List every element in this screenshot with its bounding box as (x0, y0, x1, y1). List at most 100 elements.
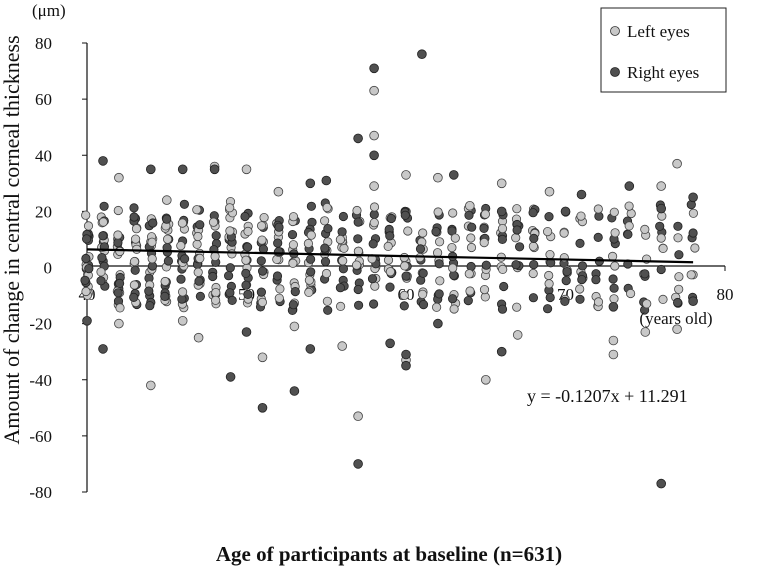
right-eye-point (575, 294, 585, 304)
left-eye-point (512, 204, 522, 214)
left-eye-point (480, 374, 491, 385)
left-eye-point (352, 205, 362, 216)
right-eye-point (208, 271, 218, 282)
left-eye-point (528, 241, 539, 251)
right-eye-point (688, 228, 698, 238)
left-eye-point (433, 172, 443, 183)
left-eye-point (335, 235, 345, 245)
legend-label-left-eyes: Left eyes (627, 22, 690, 41)
left-eye-point (480, 209, 490, 219)
right-eye-point (511, 260, 521, 270)
right-eye-point (160, 291, 170, 301)
right-eye-point (145, 301, 155, 311)
right-eye-point (672, 297, 683, 308)
right-eye-point (542, 304, 553, 314)
right-eye-point (179, 199, 189, 209)
left-eye-point (415, 253, 425, 263)
left-eye-point (275, 284, 285, 294)
left-eye-point (447, 243, 457, 253)
right-eye-point (545, 292, 555, 303)
left-eye-point (383, 255, 394, 265)
left-eye-point (434, 237, 445, 247)
left-eye-point (401, 170, 411, 180)
left-eye-point (640, 224, 650, 234)
right-eye-point (560, 296, 570, 306)
legend-box (600, 7, 727, 93)
right-eye-point (224, 271, 234, 281)
left-eye-point (319, 216, 330, 226)
right-eye-point (353, 133, 363, 144)
left-eye-point (177, 315, 188, 326)
left-eye-point (512, 330, 523, 340)
right-eye-point (353, 217, 363, 227)
right-eye-point (367, 274, 378, 284)
right-eye-point (674, 250, 684, 260)
x-unit-label: (years old) (639, 309, 712, 328)
right-eye-point (82, 234, 92, 244)
right-eye-point (418, 268, 428, 278)
left-eye-point (433, 207, 443, 217)
left-eye-point (115, 246, 125, 257)
left-eye-point (81, 210, 91, 220)
left-eye-point (496, 178, 507, 189)
left-eye-point (448, 263, 458, 273)
left-eye-point (321, 268, 332, 279)
left-eye-point (257, 352, 268, 363)
left-eye-point (656, 233, 666, 243)
left-eye-point (322, 296, 332, 306)
left-eye-point (672, 158, 682, 169)
left-eye-point (147, 254, 157, 264)
right-eye-point (656, 264, 666, 275)
left-eye-point (466, 242, 477, 253)
left-eye-point (432, 248, 443, 258)
right-eye-point (305, 254, 316, 264)
right-eye-point (96, 276, 106, 286)
y-tick-label: 40 (35, 146, 52, 165)
legend-label-right-eyes: Right eyes (627, 63, 699, 82)
left-eye-point (385, 267, 395, 277)
left-eye-point (593, 297, 604, 307)
right-eye-point (81, 253, 91, 264)
left-eye-point (369, 85, 379, 96)
y-tick-label: 0 (44, 259, 53, 278)
left-eye-point (674, 284, 684, 294)
right-eye-point (528, 208, 538, 218)
y-tick-label: -80 (29, 483, 52, 502)
y-tick-label: 60 (35, 90, 52, 109)
right-eye-point (337, 227, 347, 237)
left-eye-point (98, 217, 108, 227)
right-eye-point (591, 275, 601, 285)
right-eye-point (353, 284, 363, 295)
right-eye-point (562, 266, 572, 277)
left-eye-point (338, 256, 348, 266)
left-eye-point (610, 261, 620, 271)
y-axis-ticks: 80 60 40 20 0 -20 -40 -60 -80 (29, 34, 87, 502)
right-eye-point (177, 164, 188, 175)
right-eye-point (656, 478, 666, 489)
left-eye-point (607, 251, 618, 261)
right-eye-point (673, 221, 683, 231)
legend-marker-right-eyes (610, 67, 620, 77)
right-eye-point (98, 231, 108, 241)
right-eye-point (576, 189, 587, 200)
left-eye-point (303, 238, 313, 249)
left-eye-point (512, 302, 522, 312)
right-eye-point (338, 211, 348, 222)
right-eye-point (241, 280, 251, 290)
left-eye-point (609, 294, 619, 304)
left-eye-point (542, 227, 553, 237)
left-eye-point (466, 233, 476, 243)
right-eye-point (400, 210, 410, 220)
right-eye-point (257, 402, 268, 413)
right-eye-point (287, 230, 298, 240)
left-eye-point (658, 243, 668, 253)
y-tick-label: -60 (29, 427, 52, 446)
right-eye-point (162, 214, 172, 224)
left-eye-point (593, 204, 603, 214)
left-eye-point (211, 295, 221, 305)
right-eye-point (593, 232, 603, 242)
left-eye-point (288, 258, 298, 268)
left-eye-point (288, 240, 298, 250)
right-eye-point (624, 181, 635, 191)
